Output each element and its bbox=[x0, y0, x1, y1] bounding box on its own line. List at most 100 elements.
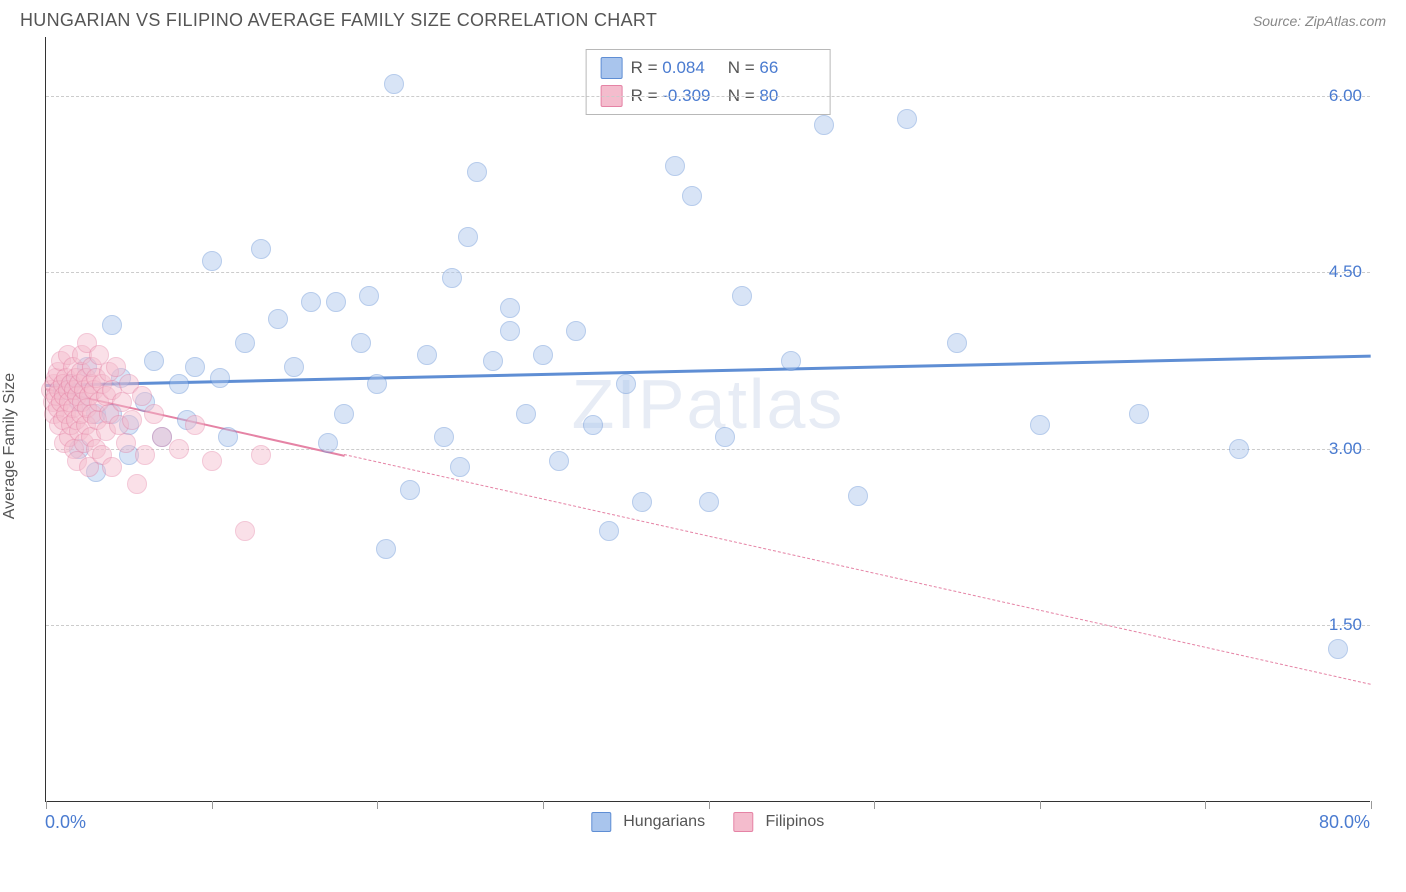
data-point bbox=[102, 315, 122, 335]
watermark: ZIPatlas bbox=[572, 364, 845, 444]
y-tick-label: 4.50 bbox=[1329, 262, 1362, 282]
data-point bbox=[947, 333, 967, 353]
data-point bbox=[442, 268, 462, 288]
data-point bbox=[318, 433, 338, 453]
data-point bbox=[417, 345, 437, 365]
y-tick-label: 1.50 bbox=[1329, 615, 1362, 635]
y-axis-label: Average Family Size bbox=[1, 373, 19, 519]
data-point bbox=[814, 115, 834, 135]
data-point bbox=[682, 186, 702, 206]
data-point bbox=[483, 351, 503, 371]
data-point bbox=[127, 474, 147, 494]
data-point bbox=[400, 480, 420, 500]
data-point bbox=[169, 374, 189, 394]
data-point bbox=[284, 357, 304, 377]
x-tick bbox=[1040, 801, 1041, 809]
x-axis-footer: 0.0% Hungarians Filipinos 80.0% bbox=[45, 812, 1370, 842]
data-point bbox=[169, 439, 189, 459]
gridline bbox=[46, 449, 1370, 450]
data-point bbox=[135, 445, 155, 465]
scatter-chart: ZIPatlas R = 0.084 N = 66R = -0.309 N = … bbox=[45, 37, 1370, 802]
data-point bbox=[334, 404, 354, 424]
data-point bbox=[144, 404, 164, 424]
x-axis-min-label: 0.0% bbox=[45, 812, 86, 833]
data-point bbox=[116, 433, 136, 453]
x-tick bbox=[212, 801, 213, 809]
data-point bbox=[376, 539, 396, 559]
x-tick bbox=[709, 801, 710, 809]
stat-swatch bbox=[601, 57, 623, 79]
data-point bbox=[848, 486, 868, 506]
data-point bbox=[450, 457, 470, 477]
gridline bbox=[46, 272, 1370, 273]
data-point bbox=[549, 451, 569, 471]
data-point bbox=[599, 521, 619, 541]
data-point bbox=[533, 345, 553, 365]
data-point bbox=[1229, 439, 1249, 459]
legend-label-hungarians: Hungarians bbox=[623, 813, 705, 830]
data-point bbox=[202, 251, 222, 271]
x-axis-max-label: 80.0% bbox=[1319, 812, 1370, 833]
x-tick bbox=[543, 801, 544, 809]
data-point bbox=[632, 492, 652, 512]
data-point bbox=[1129, 404, 1149, 424]
data-point bbox=[235, 333, 255, 353]
x-tick bbox=[46, 801, 47, 809]
legend-item-filipinos: Filipinos bbox=[733, 812, 824, 832]
y-tick-label: 6.00 bbox=[1329, 86, 1362, 106]
data-point bbox=[102, 457, 122, 477]
legend-swatch-filipinos bbox=[733, 812, 753, 832]
y-tick-label: 3.00 bbox=[1329, 439, 1362, 459]
legend-swatch-hungarians bbox=[591, 812, 611, 832]
bottom-legend: Hungarians Filipinos bbox=[591, 812, 824, 832]
legend-label-filipinos: Filipinos bbox=[766, 813, 825, 830]
data-point bbox=[566, 321, 586, 341]
data-point bbox=[434, 427, 454, 447]
data-point bbox=[122, 410, 142, 430]
data-point bbox=[367, 374, 387, 394]
data-point bbox=[897, 109, 917, 129]
data-point bbox=[210, 368, 230, 388]
data-point bbox=[583, 415, 603, 435]
regression-line-solid bbox=[46, 355, 1371, 387]
stat-row: R = 0.084 N = 66 bbox=[601, 54, 816, 82]
x-tick bbox=[1205, 801, 1206, 809]
data-point bbox=[185, 357, 205, 377]
gridline bbox=[46, 96, 1370, 97]
data-point bbox=[500, 321, 520, 341]
data-point bbox=[616, 374, 636, 394]
data-point bbox=[467, 162, 487, 182]
data-point bbox=[1328, 639, 1348, 659]
data-point bbox=[144, 351, 164, 371]
data-point bbox=[516, 404, 536, 424]
data-point bbox=[326, 292, 346, 312]
legend-item-hungarians: Hungarians bbox=[591, 812, 705, 832]
data-point bbox=[351, 333, 371, 353]
chart-title: HUNGARIAN VS FILIPINO AVERAGE FAMILY SIZ… bbox=[20, 10, 657, 31]
data-point bbox=[715, 427, 735, 447]
data-point bbox=[218, 427, 238, 447]
data-point bbox=[699, 492, 719, 512]
data-point bbox=[1030, 415, 1050, 435]
data-point bbox=[781, 351, 801, 371]
x-tick bbox=[377, 801, 378, 809]
data-point bbox=[359, 286, 379, 306]
gridline bbox=[46, 625, 1370, 626]
data-point bbox=[500, 298, 520, 318]
source-label: Source: ZipAtlas.com bbox=[1253, 13, 1386, 29]
data-point bbox=[106, 357, 126, 377]
data-point bbox=[185, 415, 205, 435]
data-point bbox=[251, 445, 271, 465]
x-tick bbox=[1371, 801, 1372, 809]
data-point bbox=[384, 74, 404, 94]
data-point bbox=[268, 309, 288, 329]
data-point bbox=[202, 451, 222, 471]
x-tick bbox=[874, 801, 875, 809]
data-point bbox=[235, 521, 255, 541]
data-point bbox=[732, 286, 752, 306]
data-point bbox=[132, 386, 152, 406]
stat-text: R = 0.084 N = 66 bbox=[631, 54, 816, 82]
data-point bbox=[251, 239, 271, 259]
data-point bbox=[458, 227, 478, 247]
data-point bbox=[665, 156, 685, 176]
